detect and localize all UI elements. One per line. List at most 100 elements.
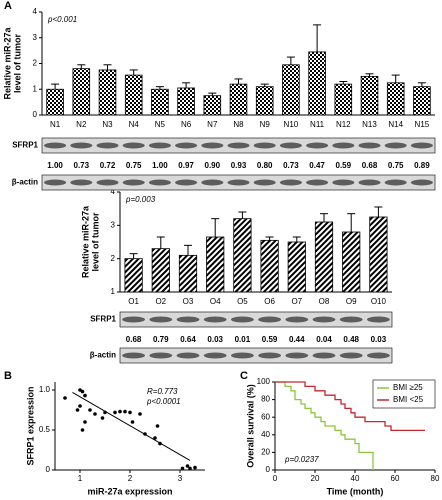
y-tick-label: 80 [261, 395, 270, 404]
blot-ratio: 0.75 [388, 161, 404, 170]
blot-ratio: 0.44 [289, 335, 305, 344]
y-tick-label: 4 [33, 7, 38, 16]
bar [413, 86, 431, 116]
point [188, 466, 192, 471]
blot-ratio: 0.68 [126, 335, 142, 344]
blot-band [410, 179, 433, 186]
bar [151, 248, 170, 293]
y-axis-title: level of tumor [90, 212, 100, 272]
y-axis-title: Relative miR-27a [2, 26, 12, 99]
blot-ratio: 0.03 [207, 335, 223, 344]
y-tick-label: 0 [46, 465, 51, 474]
blot-band [148, 179, 171, 186]
blot-band [175, 142, 198, 149]
y-tick-label: 4 [111, 187, 116, 196]
blot-band [44, 179, 67, 186]
x-tick-label: N7 [207, 120, 218, 129]
point [193, 465, 197, 470]
blot-ratio: 0.48 [343, 335, 359, 344]
bar [255, 86, 274, 116]
blot-band [306, 179, 329, 186]
x-tick-label: O3 [183, 297, 194, 306]
blot-ratio: 0.64 [180, 335, 196, 344]
bar [124, 74, 143, 116]
y-axis-title: level of tumor [12, 34, 22, 94]
blot-band [203, 316, 227, 323]
blot-label: β-actin [12, 178, 38, 187]
x-tick-label: O10 [371, 297, 387, 306]
x-tick-label: 80 [431, 474, 440, 483]
legend-label: BMI <25 [393, 395, 424, 404]
blot-band [70, 142, 93, 149]
panel-label: C [240, 370, 248, 382]
blot-band [285, 316, 309, 323]
point [93, 412, 97, 416]
x-tick-label: N10 [284, 120, 299, 129]
blot-band [176, 316, 200, 323]
blot-band [258, 316, 282, 323]
blot-band [149, 316, 173, 323]
blot-band [279, 179, 302, 186]
blot-band [176, 352, 200, 359]
blot-band [253, 142, 276, 149]
bar [98, 69, 117, 116]
blot-ratio: 0.47 [309, 161, 325, 170]
point [138, 412, 142, 416]
blot-ratio: 0.01 [235, 335, 251, 344]
blot-band [122, 179, 145, 186]
blot-ratio: 0.59 [262, 335, 278, 344]
blot-band [70, 179, 93, 186]
blot-band [201, 142, 224, 149]
bar [342, 231, 361, 293]
blot-ratio: 0.89 [414, 161, 430, 170]
blot-band [279, 142, 302, 149]
annotation: R=0.773 [147, 387, 178, 396]
y-tick-label: 0 [266, 465, 271, 474]
blot-band [122, 142, 145, 149]
blot-label: SFRP1 [90, 315, 116, 324]
point [100, 416, 105, 420]
x-tick-label: O2 [155, 297, 166, 306]
point [118, 409, 122, 414]
x-tick-label: N4 [129, 120, 140, 129]
blot-band [175, 179, 198, 186]
x-axis-title: Time (month) [327, 486, 384, 496]
y-tick-label: 3 [33, 33, 38, 42]
x-tick-label: 2 [128, 474, 133, 483]
survival-line [275, 381, 374, 470]
bar [308, 51, 326, 116]
blot-band [312, 316, 336, 323]
blot-band [230, 352, 254, 359]
blot-band [148, 142, 171, 149]
blot-band [201, 179, 224, 186]
y-axis-title: Relative miR-27a [80, 205, 90, 278]
x-tick-label: N9 [260, 120, 271, 129]
y-tick-label: 60 [261, 412, 270, 421]
blot-band [366, 316, 390, 323]
blot-band [149, 352, 173, 359]
blot-band [227, 179, 250, 186]
bar [360, 75, 379, 116]
point [153, 436, 157, 440]
bar [334, 83, 353, 116]
blot-ratio: 0.04 [316, 335, 332, 344]
y-tick-label: 1 [111, 287, 116, 296]
x-tick-label: N6 [181, 120, 192, 129]
point [180, 466, 185, 471]
blot-strip [119, 347, 393, 364]
y-tick-label: 2 [33, 59, 38, 68]
trend-line [72, 391, 191, 461]
bar [46, 88, 64, 116]
blot-ratio: 0.03 [371, 335, 387, 344]
point [83, 420, 87, 424]
y-tick-label: 1.0 [39, 385, 51, 394]
y-tick-label: 3 [111, 220, 116, 229]
x-tick-label: 40 [351, 474, 360, 483]
x-tick-label: O5 [237, 297, 248, 306]
blot-ratio: 0.79 [153, 335, 169, 344]
blot-ratio: 1.00 [152, 161, 168, 170]
x-tick-label: 3 [178, 474, 183, 483]
blot-band [358, 142, 381, 149]
x-tick-label: N12 [336, 120, 351, 129]
blot-ratio: 0.73 [74, 161, 90, 170]
